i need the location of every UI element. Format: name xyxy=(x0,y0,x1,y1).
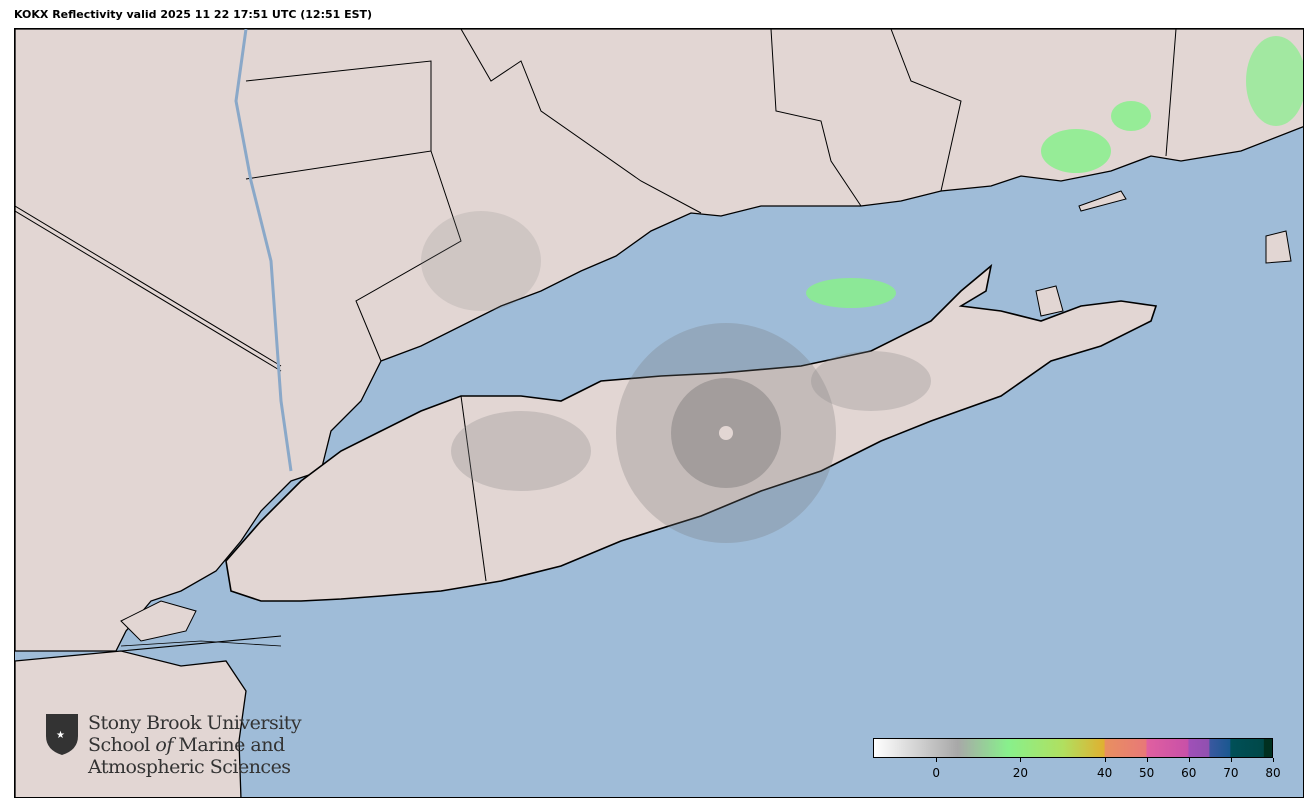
colorbar-tick xyxy=(936,758,938,762)
logo-line-3: Atmospheric Sciences xyxy=(88,756,291,778)
new-jersey-land xyxy=(15,650,247,797)
shield-logo-icon: ★ xyxy=(46,714,78,755)
colorbar-tick-label: 80 xyxy=(1265,766,1281,780)
reflectivity-colorbar xyxy=(873,738,1273,758)
map-canvas xyxy=(15,29,1303,797)
mainland-land xyxy=(15,29,1303,652)
staten-island-land xyxy=(120,600,197,642)
colorbar-tick xyxy=(1188,758,1190,762)
shipping-lane xyxy=(120,640,282,647)
colorbar-tick-label: 0 xyxy=(932,766,940,780)
long-island-land xyxy=(225,263,1158,602)
sbu-somas-logo: ★ Stony Brook University School of Marin… xyxy=(44,712,302,778)
colorbar-tick-label: 60 xyxy=(1181,766,1197,780)
block-island-land xyxy=(1265,230,1292,264)
logo-line-2: School of Marine and xyxy=(88,734,285,756)
shelter-island-land xyxy=(1035,285,1064,317)
colorbar-tick xyxy=(1104,758,1106,762)
svg-text:★: ★ xyxy=(56,730,65,741)
colorbar-tick-label: 40 xyxy=(1096,766,1113,780)
colorbar-tick-label: 50 xyxy=(1139,766,1155,780)
colorbar-tick-label: 70 xyxy=(1223,766,1239,780)
colorbar-tick xyxy=(1230,758,1232,762)
colorbar-tick xyxy=(1146,758,1148,762)
hudson-river xyxy=(234,29,293,472)
logo-line-1: Stony Brook University xyxy=(88,712,302,734)
map-title: KOKX Reflectivity valid 2025 11 22 17:51… xyxy=(14,8,373,21)
colorbar-tick-label: 20 xyxy=(1012,766,1028,780)
state-borders xyxy=(15,29,1177,652)
colorbar-tick xyxy=(1273,758,1274,762)
fishers-island-land xyxy=(1078,190,1127,212)
reflectivity-echoes xyxy=(421,36,1303,543)
radar-map xyxy=(14,28,1304,798)
colorbar-tick xyxy=(1020,758,1022,762)
